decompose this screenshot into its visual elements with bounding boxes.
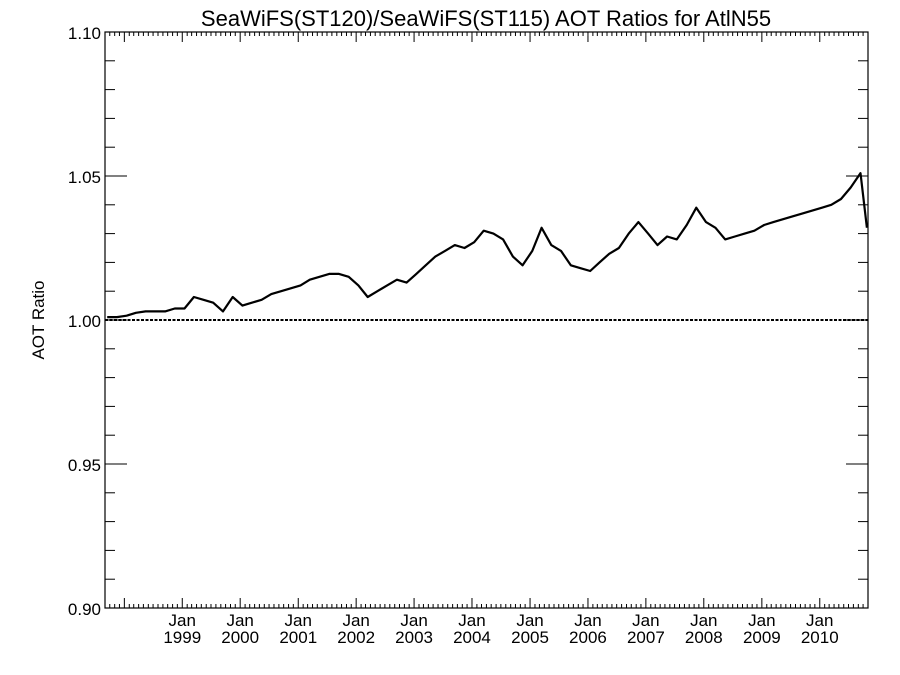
x-tick-label-month: Jan: [342, 611, 369, 630]
y-tick-label: 0.90: [68, 600, 101, 619]
x-tick-label-month: Jan: [400, 611, 427, 630]
x-tick-label-year: 2002: [337, 628, 375, 647]
x-tick-label-year: 2009: [743, 628, 781, 647]
x-tick-label-month: Jan: [748, 611, 775, 630]
x-tick-label-year: 2004: [453, 628, 491, 647]
x-tick-label-year: 1999: [163, 628, 201, 647]
x-tick-label-month: Jan: [516, 611, 543, 630]
x-tick-label-month: Jan: [226, 611, 253, 630]
y-tick-label: 0.95: [68, 456, 101, 475]
x-tick-label-year: 2003: [395, 628, 433, 647]
x-tick-label-month: Jan: [574, 611, 601, 630]
plot-frame: [104, 31, 869, 609]
x-tick-label-month: Jan: [169, 611, 196, 630]
x-tick-label-month: Jan: [458, 611, 485, 630]
chart-title: SeaWiFS(ST120)/SeaWiFS(ST115) AOT Ratios…: [201, 6, 771, 31]
y-tick-label: 1.05: [68, 168, 101, 187]
series-line: [107, 172, 868, 319]
y-tick-label: 1.10: [68, 24, 101, 43]
x-tick-label-month: Jan: [690, 611, 717, 630]
x-tick-label-year: 2005: [511, 628, 549, 647]
x-tick-label-year: 2010: [801, 628, 839, 647]
x-tick-label-month: Jan: [806, 611, 833, 630]
x-tick-label-year: 2001: [279, 628, 317, 647]
y-axis-label: AOT Ratio: [29, 280, 48, 359]
y-tick-label: 1.00: [68, 312, 101, 331]
x-tick-label-year: 2008: [685, 628, 723, 647]
x-tick-label-month: Jan: [632, 611, 659, 630]
x-tick-label-month: Jan: [285, 611, 312, 630]
x-tick-label-year: 2000: [221, 628, 259, 647]
x-tick-label-year: 2007: [627, 628, 665, 647]
x-tick-label-year: 2006: [569, 628, 607, 647]
